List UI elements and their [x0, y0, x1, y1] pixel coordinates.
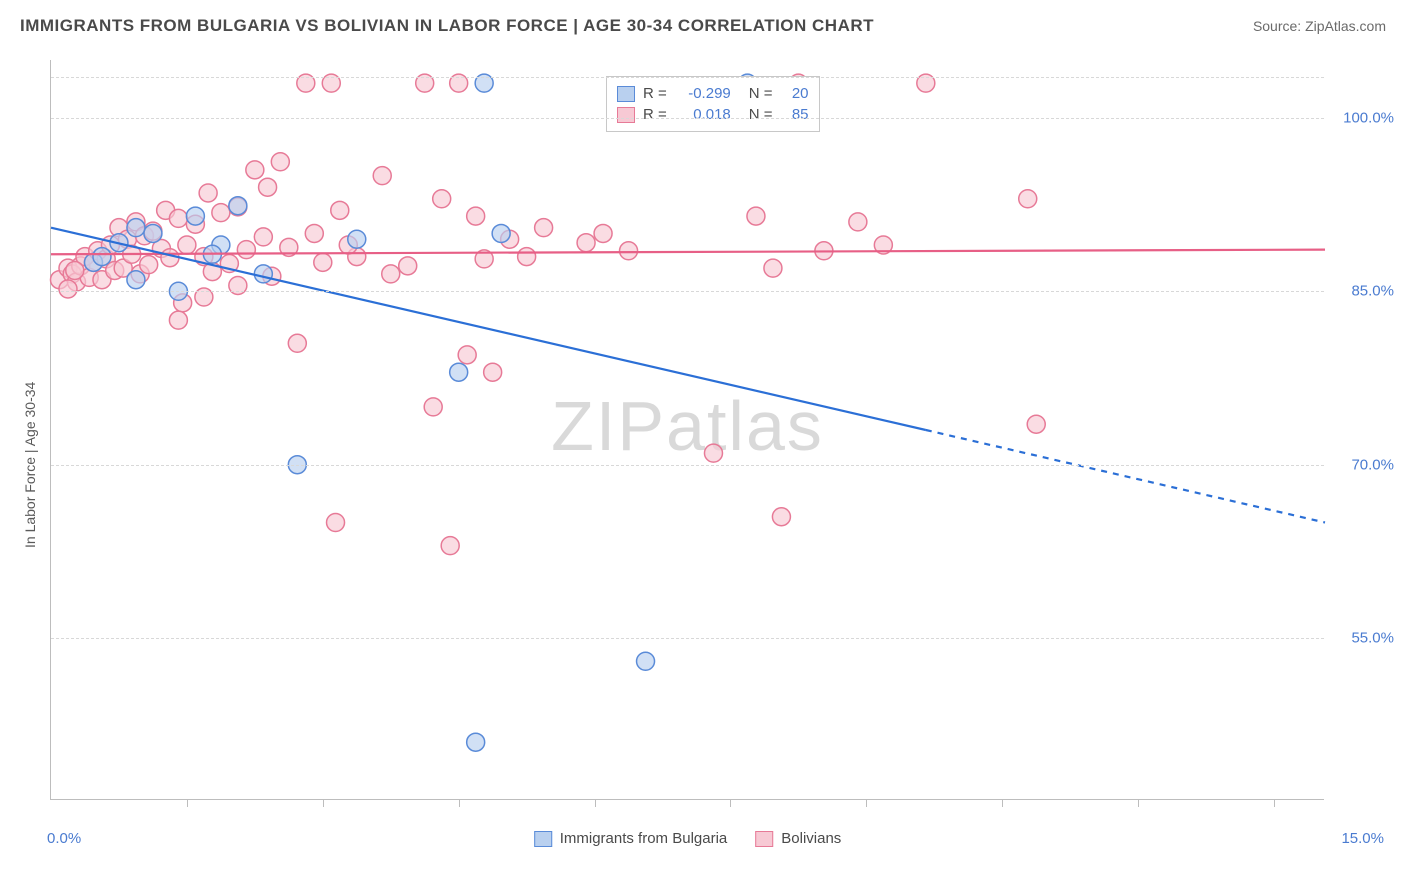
- data-point: [450, 363, 468, 381]
- x-tick-label: 15.0%: [1341, 830, 1384, 847]
- legend-swatch: [534, 831, 552, 847]
- data-point: [704, 444, 722, 462]
- data-point: [331, 201, 349, 219]
- data-point: [441, 537, 459, 555]
- y-tick-label: 70.0%: [1334, 456, 1394, 473]
- x-tick-label: 0.0%: [47, 830, 81, 847]
- data-point: [399, 257, 417, 275]
- y-tick-label: 55.0%: [1334, 630, 1394, 647]
- y-tick-label: 100.0%: [1334, 109, 1394, 126]
- legend-swatch: [617, 107, 635, 123]
- data-point: [199, 184, 217, 202]
- x-tick: [1138, 799, 1139, 807]
- legend-r-value: 0.018: [675, 106, 731, 123]
- x-tick: [1002, 799, 1003, 807]
- correlation-legend: R = -0.299 N = 20 R = 0.018 N = 85: [606, 76, 820, 132]
- data-point: [169, 209, 187, 227]
- data-point: [535, 219, 553, 237]
- data-point: [127, 219, 145, 237]
- x-tick: [595, 799, 596, 807]
- legend-r-label: R =: [643, 106, 667, 123]
- gridline: [51, 291, 1324, 292]
- data-point: [327, 514, 345, 532]
- data-point: [229, 197, 247, 215]
- data-point: [127, 271, 145, 289]
- data-point: [637, 652, 655, 670]
- plot-svg: [51, 60, 1324, 799]
- data-point: [433, 190, 451, 208]
- legend-n-label: N =: [749, 85, 773, 102]
- x-tick: [323, 799, 324, 807]
- data-point: [246, 161, 264, 179]
- data-point: [467, 733, 485, 751]
- data-point: [1027, 415, 1045, 433]
- data-point: [144, 224, 162, 242]
- data-point: [467, 207, 485, 225]
- data-point: [1019, 190, 1037, 208]
- data-point: [93, 248, 111, 266]
- legend-n-value: 20: [781, 85, 809, 102]
- legend-row: R = 0.018 N = 85: [617, 104, 809, 125]
- data-point: [169, 311, 187, 329]
- data-point: [747, 207, 765, 225]
- legend-item: Bolivians: [755, 830, 841, 847]
- data-point: [59, 280, 77, 298]
- data-point: [140, 256, 158, 274]
- legend-item: Immigrants from Bulgaria: [534, 830, 728, 847]
- data-point: [373, 167, 391, 185]
- data-point: [772, 508, 790, 526]
- data-point: [259, 178, 277, 196]
- data-point: [314, 253, 332, 271]
- data-point: [66, 261, 84, 279]
- data-point: [518, 248, 536, 266]
- x-tick: [459, 799, 460, 807]
- data-point: [348, 230, 366, 248]
- data-point: [254, 265, 272, 283]
- y-axis-title: In Labor Force | Age 30-34: [22, 382, 38, 548]
- data-point: [594, 224, 612, 242]
- data-point: [178, 236, 196, 254]
- gridline: [51, 465, 1324, 466]
- plot-area: ZIPatlas R =-0.299N =20R =0.018N =85 Imm…: [50, 60, 1324, 800]
- gridline: [51, 77, 1324, 78]
- data-point: [237, 241, 255, 259]
- y-tick-label: 85.0%: [1334, 283, 1394, 300]
- series-legend: Immigrants from Bulgaria Bolivians: [534, 830, 842, 847]
- data-point: [382, 265, 400, 283]
- legend-r-value: -0.299: [675, 85, 731, 102]
- x-tick: [730, 799, 731, 807]
- legend-n-value: 85: [781, 106, 809, 123]
- x-tick: [866, 799, 867, 807]
- data-point: [492, 224, 510, 242]
- legend-swatch: [755, 831, 773, 847]
- data-point: [271, 153, 289, 171]
- x-tick: [187, 799, 188, 807]
- chart-title: IMMIGRANTS FROM BULGARIA VS BOLIVIAN IN …: [20, 16, 874, 36]
- data-point: [305, 224, 323, 242]
- data-point: [577, 234, 595, 252]
- data-point: [212, 204, 230, 222]
- gridline: [51, 118, 1324, 119]
- chart-container: In Labor Force | Age 30-34 ZIPatlas R =-…: [0, 50, 1406, 892]
- legend-swatch: [617, 86, 635, 102]
- data-point: [484, 363, 502, 381]
- x-tick: [1274, 799, 1275, 807]
- source-label: Source: ZipAtlas.com: [1253, 18, 1386, 34]
- legend-series-name: Immigrants from Bulgaria: [560, 830, 728, 847]
- data-point: [254, 228, 272, 246]
- legend-series-name: Bolivians: [781, 830, 841, 847]
- data-point: [288, 334, 306, 352]
- data-point: [458, 346, 476, 364]
- data-point: [849, 213, 867, 231]
- legend-n-label: N =: [749, 106, 773, 123]
- gridline: [51, 638, 1324, 639]
- data-point: [424, 398, 442, 416]
- legend-row: R = -0.299 N = 20: [617, 83, 809, 104]
- legend-r-label: R =: [643, 85, 667, 102]
- data-point: [186, 207, 204, 225]
- trend-line-extrapolated: [926, 430, 1325, 523]
- data-point: [620, 242, 638, 260]
- data-point: [764, 259, 782, 277]
